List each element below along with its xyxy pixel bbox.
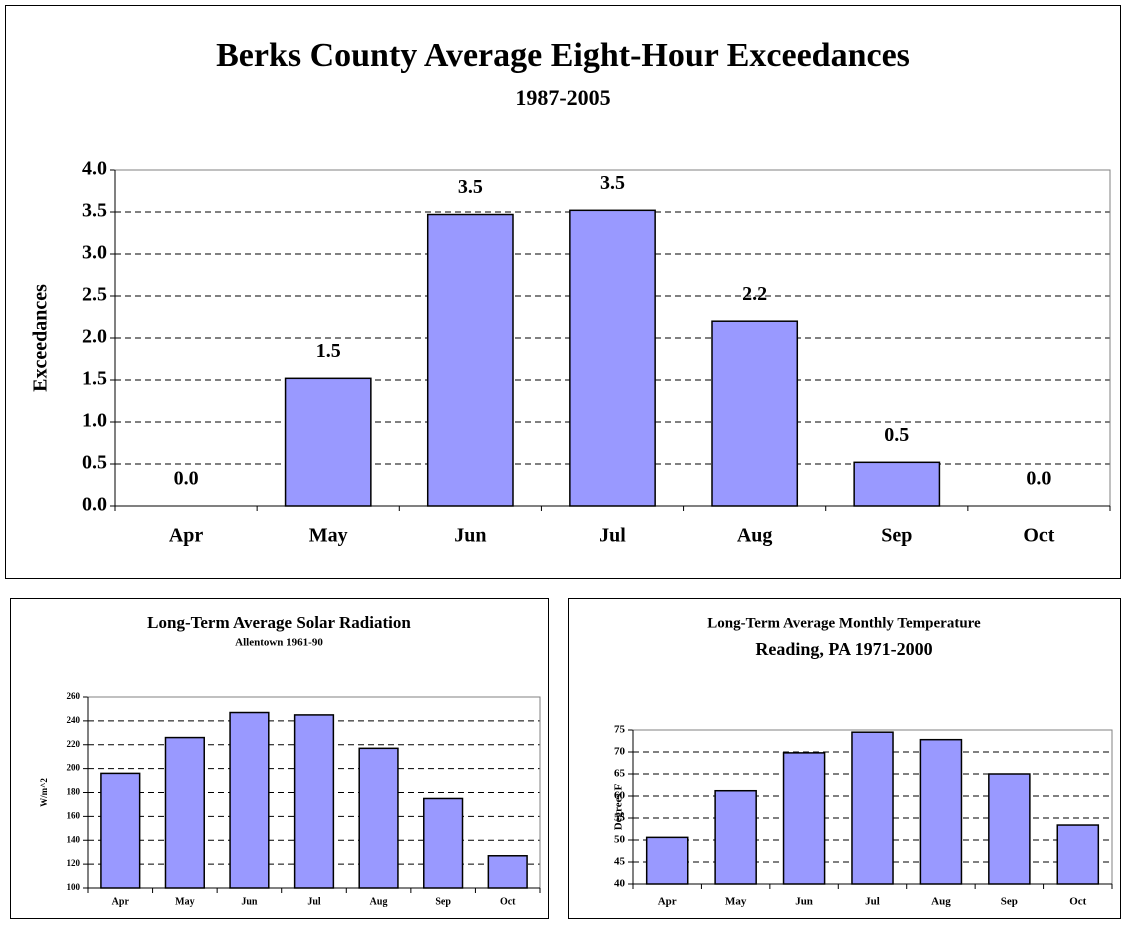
- y-axis-label: Degrees F: [613, 783, 625, 830]
- data-label: 2.2: [742, 283, 767, 305]
- x-tick-label: Jul: [865, 896, 880, 908]
- chart-subtitle: Allentown 1961-90: [235, 637, 323, 649]
- bar: [229, 711, 270, 889]
- y-tick-label: 180: [67, 787, 81, 797]
- chart-title: Berks County Average Eight-Hour Exceedan…: [216, 37, 910, 74]
- y-axis-label: Exceedances: [30, 284, 52, 392]
- y-tick-label: 1.5: [82, 368, 107, 390]
- chart-frame: [568, 598, 1121, 919]
- x-tick-label: May: [309, 525, 348, 547]
- x-tick-label: Apr: [658, 896, 677, 908]
- y-tick-label: 100: [67, 882, 81, 892]
- data-label: 0.0: [1026, 468, 1051, 490]
- y-tick-label: 60: [614, 790, 626, 802]
- x-tick-label: Oct: [1069, 896, 1086, 908]
- y-tick-label: 70: [614, 746, 626, 758]
- bar: [100, 772, 141, 889]
- y-tick-label: 200: [67, 763, 81, 773]
- x-tick-label: Sep: [435, 896, 451, 907]
- y-tick-label: 45: [614, 856, 626, 868]
- y-tick-label: 3.0: [82, 242, 107, 264]
- y-tick-label: 50: [614, 834, 626, 846]
- x-tick-label: Sep: [1001, 896, 1018, 908]
- x-tick-label: Oct: [500, 896, 516, 907]
- x-tick-label: Sep: [881, 525, 912, 547]
- y-tick-label: 240: [67, 715, 81, 725]
- x-tick-label: May: [175, 896, 194, 907]
- x-tick-label: Jun: [795, 896, 813, 908]
- chart-subtitle: 1987-2005: [515, 85, 610, 110]
- y-tick-label: 160: [67, 810, 81, 820]
- chart-frame: [10, 598, 549, 919]
- bar: [919, 738, 963, 885]
- chart-subtitle: Reading, PA 1971-2000: [755, 639, 932, 659]
- bar: [423, 797, 464, 889]
- y-tick-label: 3.5: [82, 200, 107, 222]
- bar: [711, 320, 799, 507]
- data-label: 3.5: [458, 176, 483, 198]
- chart-frame: [5, 5, 1121, 579]
- bar: [284, 377, 372, 507]
- chart-title: Long-Term Average Solar Radiation: [147, 613, 411, 632]
- bar: [645, 836, 689, 885]
- bar: [1056, 824, 1100, 885]
- y-tick-label: 140: [67, 834, 81, 844]
- y-tick-label: 65: [614, 768, 626, 780]
- x-tick-label: Aug: [370, 896, 388, 907]
- y-tick-label: 4.0: [82, 158, 107, 180]
- data-label: 0.5: [884, 424, 909, 446]
- bar: [714, 789, 757, 885]
- bar: [988, 773, 1031, 885]
- bar: [293, 714, 335, 889]
- bar: [569, 209, 656, 507]
- y-tick-label: 220: [67, 739, 81, 749]
- x-tick-label: Jun: [241, 896, 258, 907]
- chart-title: Long-Term Average Monthly Temperature: [707, 615, 981, 631]
- bar: [487, 855, 528, 889]
- y-tick-label: 260: [67, 691, 81, 701]
- y-tick-label: 40: [614, 878, 626, 890]
- x-tick-label: Aug: [931, 896, 951, 908]
- y-tick-label: 75: [614, 724, 626, 736]
- y-tick-label: 1.0: [82, 410, 107, 432]
- x-tick-label: Apr: [169, 525, 204, 547]
- x-tick-label: Jul: [599, 525, 626, 547]
- x-tick-label: Jul: [307, 896, 321, 907]
- y-tick-label: 0.5: [82, 452, 107, 474]
- y-axis-label: W/m^2: [39, 778, 49, 807]
- data-label: 0.0: [174, 468, 199, 490]
- x-tick-label: May: [725, 896, 747, 908]
- bar: [358, 747, 399, 889]
- x-tick-label: Apr: [112, 896, 130, 907]
- y-tick-label: 0.0: [82, 494, 107, 516]
- y-tick-label: 55: [614, 812, 626, 824]
- x-tick-label: Aug: [737, 525, 773, 547]
- x-tick-label: Oct: [1023, 525, 1054, 547]
- y-tick-label: 120: [67, 858, 81, 868]
- y-tick-label: 2.5: [82, 284, 107, 306]
- data-label: 1.5: [316, 340, 341, 362]
- x-tick-label: Jun: [454, 525, 486, 547]
- bar: [164, 736, 205, 889]
- bar: [851, 731, 894, 885]
- data-label: 3.5: [600, 172, 625, 194]
- bar: [426, 213, 514, 507]
- y-tick-label: 2.0: [82, 326, 107, 348]
- bar: [782, 752, 826, 885]
- bar: [853, 461, 941, 507]
